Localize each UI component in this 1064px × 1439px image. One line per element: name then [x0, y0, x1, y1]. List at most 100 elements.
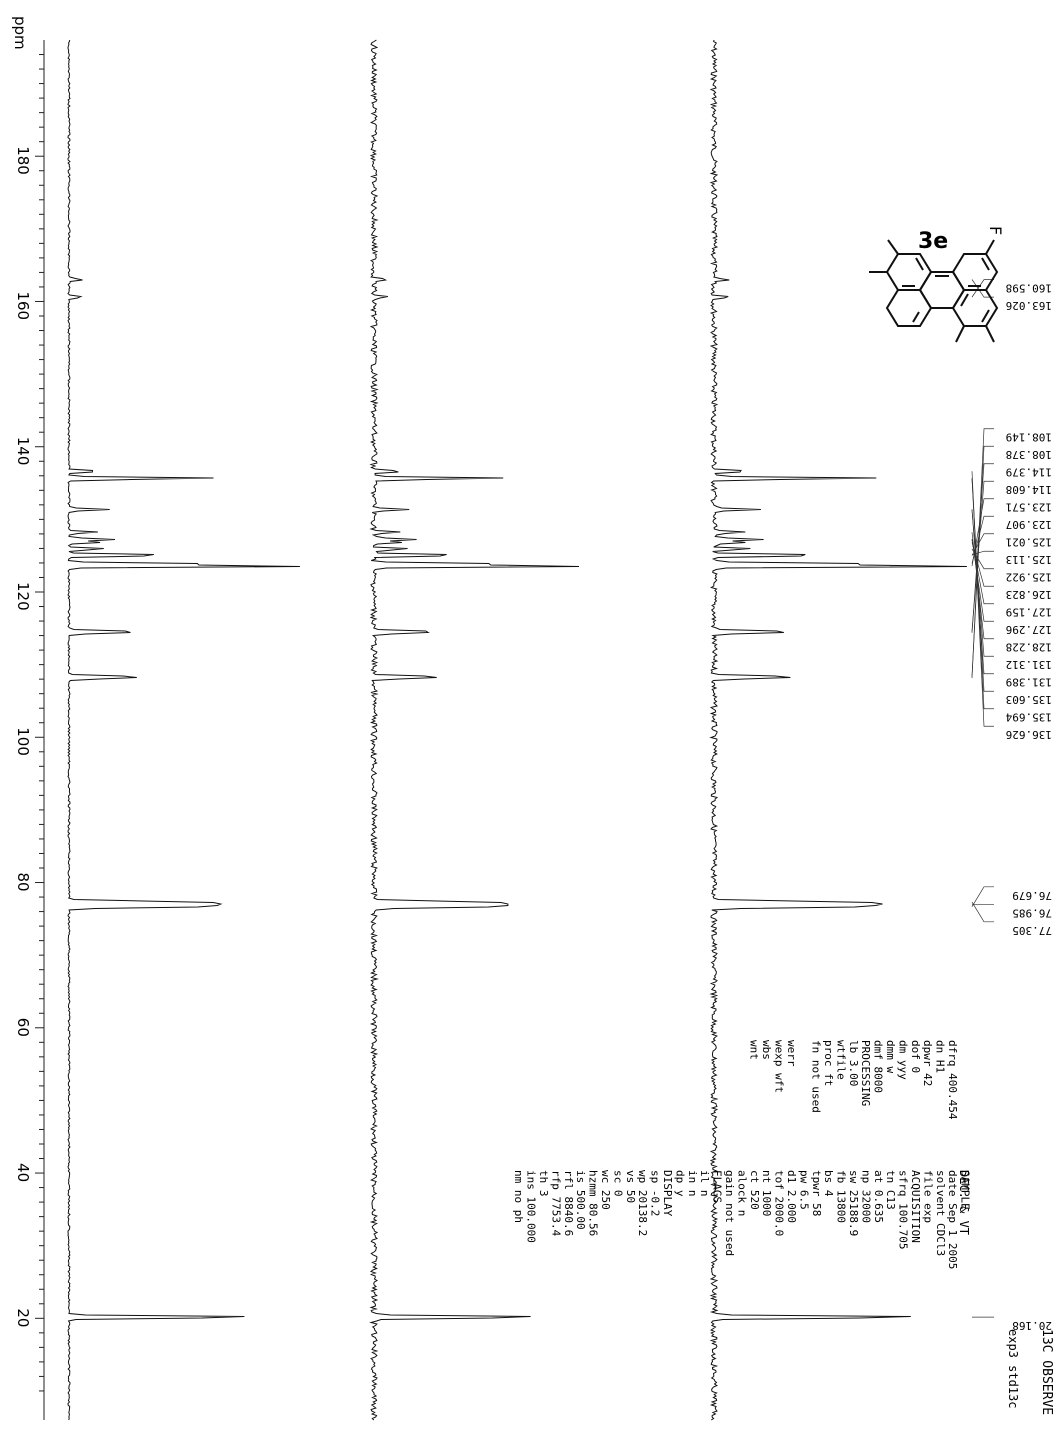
spectrum-trace-1 [709, 39, 967, 1421]
parameter-line: fn not used [810, 1040, 823, 1113]
methyl-2 [955, 325, 965, 343]
ring-b-double-1 [981, 309, 990, 323]
experiment-header: exp3 std13c [1006, 1329, 1020, 1408]
parameter-line: solvent CDCl3 [934, 1170, 947, 1256]
molecule-structure: F 3e [869, 226, 1005, 343]
peak-leader [971, 471, 994, 727]
peak-label: 114.379 [1006, 466, 1052, 479]
ring-c-double-1 [915, 257, 924, 271]
parameter-line: proc ft [822, 1040, 835, 1086]
parameter-line: pw 6.5 [797, 1170, 810, 1210]
parameter-line: dp y [673, 1170, 686, 1197]
parameter-line: wnt [748, 1040, 761, 1060]
parameter-line: dfrq 400.454 [946, 1040, 959, 1120]
spectrum-trace-3 [67, 39, 300, 1421]
ring-a-double-1 [981, 257, 990, 271]
tick-label: 180 [14, 146, 32, 175]
ring-d [885, 289, 933, 327]
parameter-line: in n [686, 1170, 699, 1197]
parameter-line: dn H1 [934, 1040, 947, 1073]
peak-leader [971, 886, 994, 907]
parameter-line: nm no ph [512, 1170, 525, 1223]
parameter-line: SAMPLE [959, 1170, 972, 1210]
experiment-title: 13C OBSERVE [1039, 1329, 1054, 1415]
peak-leader [971, 901, 994, 923]
ring-c [885, 253, 933, 291]
ppm-axis: 20 40 60 80 100 120 140 160 180 [14, 40, 45, 1420]
tick-label: 100 [14, 727, 32, 756]
peak-label: 76.679 [1012, 889, 1052, 902]
parameter-line: at 0.635 [872, 1170, 885, 1223]
parameter-line: tpwr 58 [810, 1170, 823, 1216]
parameter-line: wtfile [834, 1040, 847, 1080]
ring-b-double-2 [960, 293, 969, 307]
parameter-line: rfp 7753.4 [549, 1170, 562, 1237]
parameter-line: nt 1000 [760, 1170, 773, 1216]
methyl-1 [985, 325, 995, 343]
parameter-line: d1 2.000 [785, 1170, 798, 1223]
spectrum-trace-2 [369, 39, 580, 1421]
parameter-line: PROCESSING [859, 1040, 872, 1106]
peak-label: 125.113 [1006, 553, 1052, 566]
parameter-line: lb 3.00 [847, 1040, 860, 1086]
parameter-line: np 32000 [859, 1170, 872, 1223]
peak-label: 127.296 [1006, 623, 1052, 636]
parameter-line: ct 520 [748, 1170, 761, 1210]
peak-label: 131.389 [1006, 676, 1052, 689]
tick-label: 120 [14, 582, 32, 611]
peak-label: 127.159 [1006, 606, 1052, 619]
peak-label: 163.026 [1006, 299, 1052, 312]
parameter-line: date Sep 1 2005 [946, 1170, 959, 1269]
parameter-line: DISPLAY [661, 1170, 674, 1217]
parameter-line: rfl 8840.6 [562, 1170, 575, 1236]
parameter-line: sp -0.2 [649, 1170, 662, 1216]
ring-d-double [912, 311, 920, 323]
parameter-line: sc 0 [611, 1170, 624, 1197]
peak-leader [971, 509, 994, 675]
fluorine-label: F [986, 226, 1005, 235]
parameter-line: tof 2000.0 [773, 1170, 786, 1236]
peak-label: 125.922 [1006, 571, 1052, 584]
peak-leader [971, 463, 994, 633]
parameter-line: dm yyy [896, 1040, 909, 1080]
parameter-line: fb 13800 [835, 1170, 848, 1223]
tick-label: 80 [14, 873, 32, 892]
parameter-line: wbs [760, 1040, 773, 1060]
parameter-line: vs 50 [624, 1170, 637, 1203]
parameter-line: is 500.00 [574, 1170, 587, 1230]
peak-label: 125.021 [1006, 536, 1052, 549]
parameter-line: sw 25188.9 [847, 1170, 860, 1236]
parameter-line: tn C13 [884, 1170, 897, 1210]
peak-label: 126.823 [1006, 588, 1052, 601]
parameter-line: gain not used [723, 1170, 736, 1256]
peak-label: 123.907 [1006, 518, 1052, 531]
peak-label: 108.378 [1006, 448, 1052, 461]
parameter-line: il n [698, 1170, 711, 1197]
compound-label: 3e [918, 229, 948, 254]
peak-leader [971, 445, 994, 677]
tick-label: 140 [14, 437, 32, 466]
decoupler-header: DEC. & VT [957, 1170, 971, 1235]
peak-label: 76.985 [1012, 906, 1052, 919]
fluorine-bond [985, 239, 995, 255]
peak-label: 123.571 [1006, 501, 1052, 514]
parameter-line: dpwr 42 [921, 1040, 934, 1086]
parameter-line: hzmm 80.56 [587, 1170, 600, 1236]
parameter-line: wexp wft [772, 1040, 785, 1093]
parameter-line: bs 4 [822, 1170, 835, 1197]
methyl-3 [887, 239, 899, 255]
parameter-line: file exp [921, 1170, 934, 1223]
peak-label: 77.305 [1012, 924, 1052, 937]
parameter-line: dmm w [884, 1040, 897, 1073]
parameter-line: dmf 8000 [872, 1040, 885, 1093]
peak-label: 135.694 [1005, 711, 1052, 724]
parameter-line: ACQUISITION [909, 1170, 922, 1243]
parameter-line: wc 250 [599, 1170, 612, 1210]
peak-labels: 20.168 76.679 76.985 77.305 108.149 108.378 11… [971, 279, 1052, 1332]
parameter-line: dof 0 [909, 1040, 922, 1073]
peak-label: 108.149 [1006, 431, 1052, 444]
peak-label: 135.603 [1006, 693, 1052, 706]
parameter-line: alock n [735, 1170, 748, 1216]
